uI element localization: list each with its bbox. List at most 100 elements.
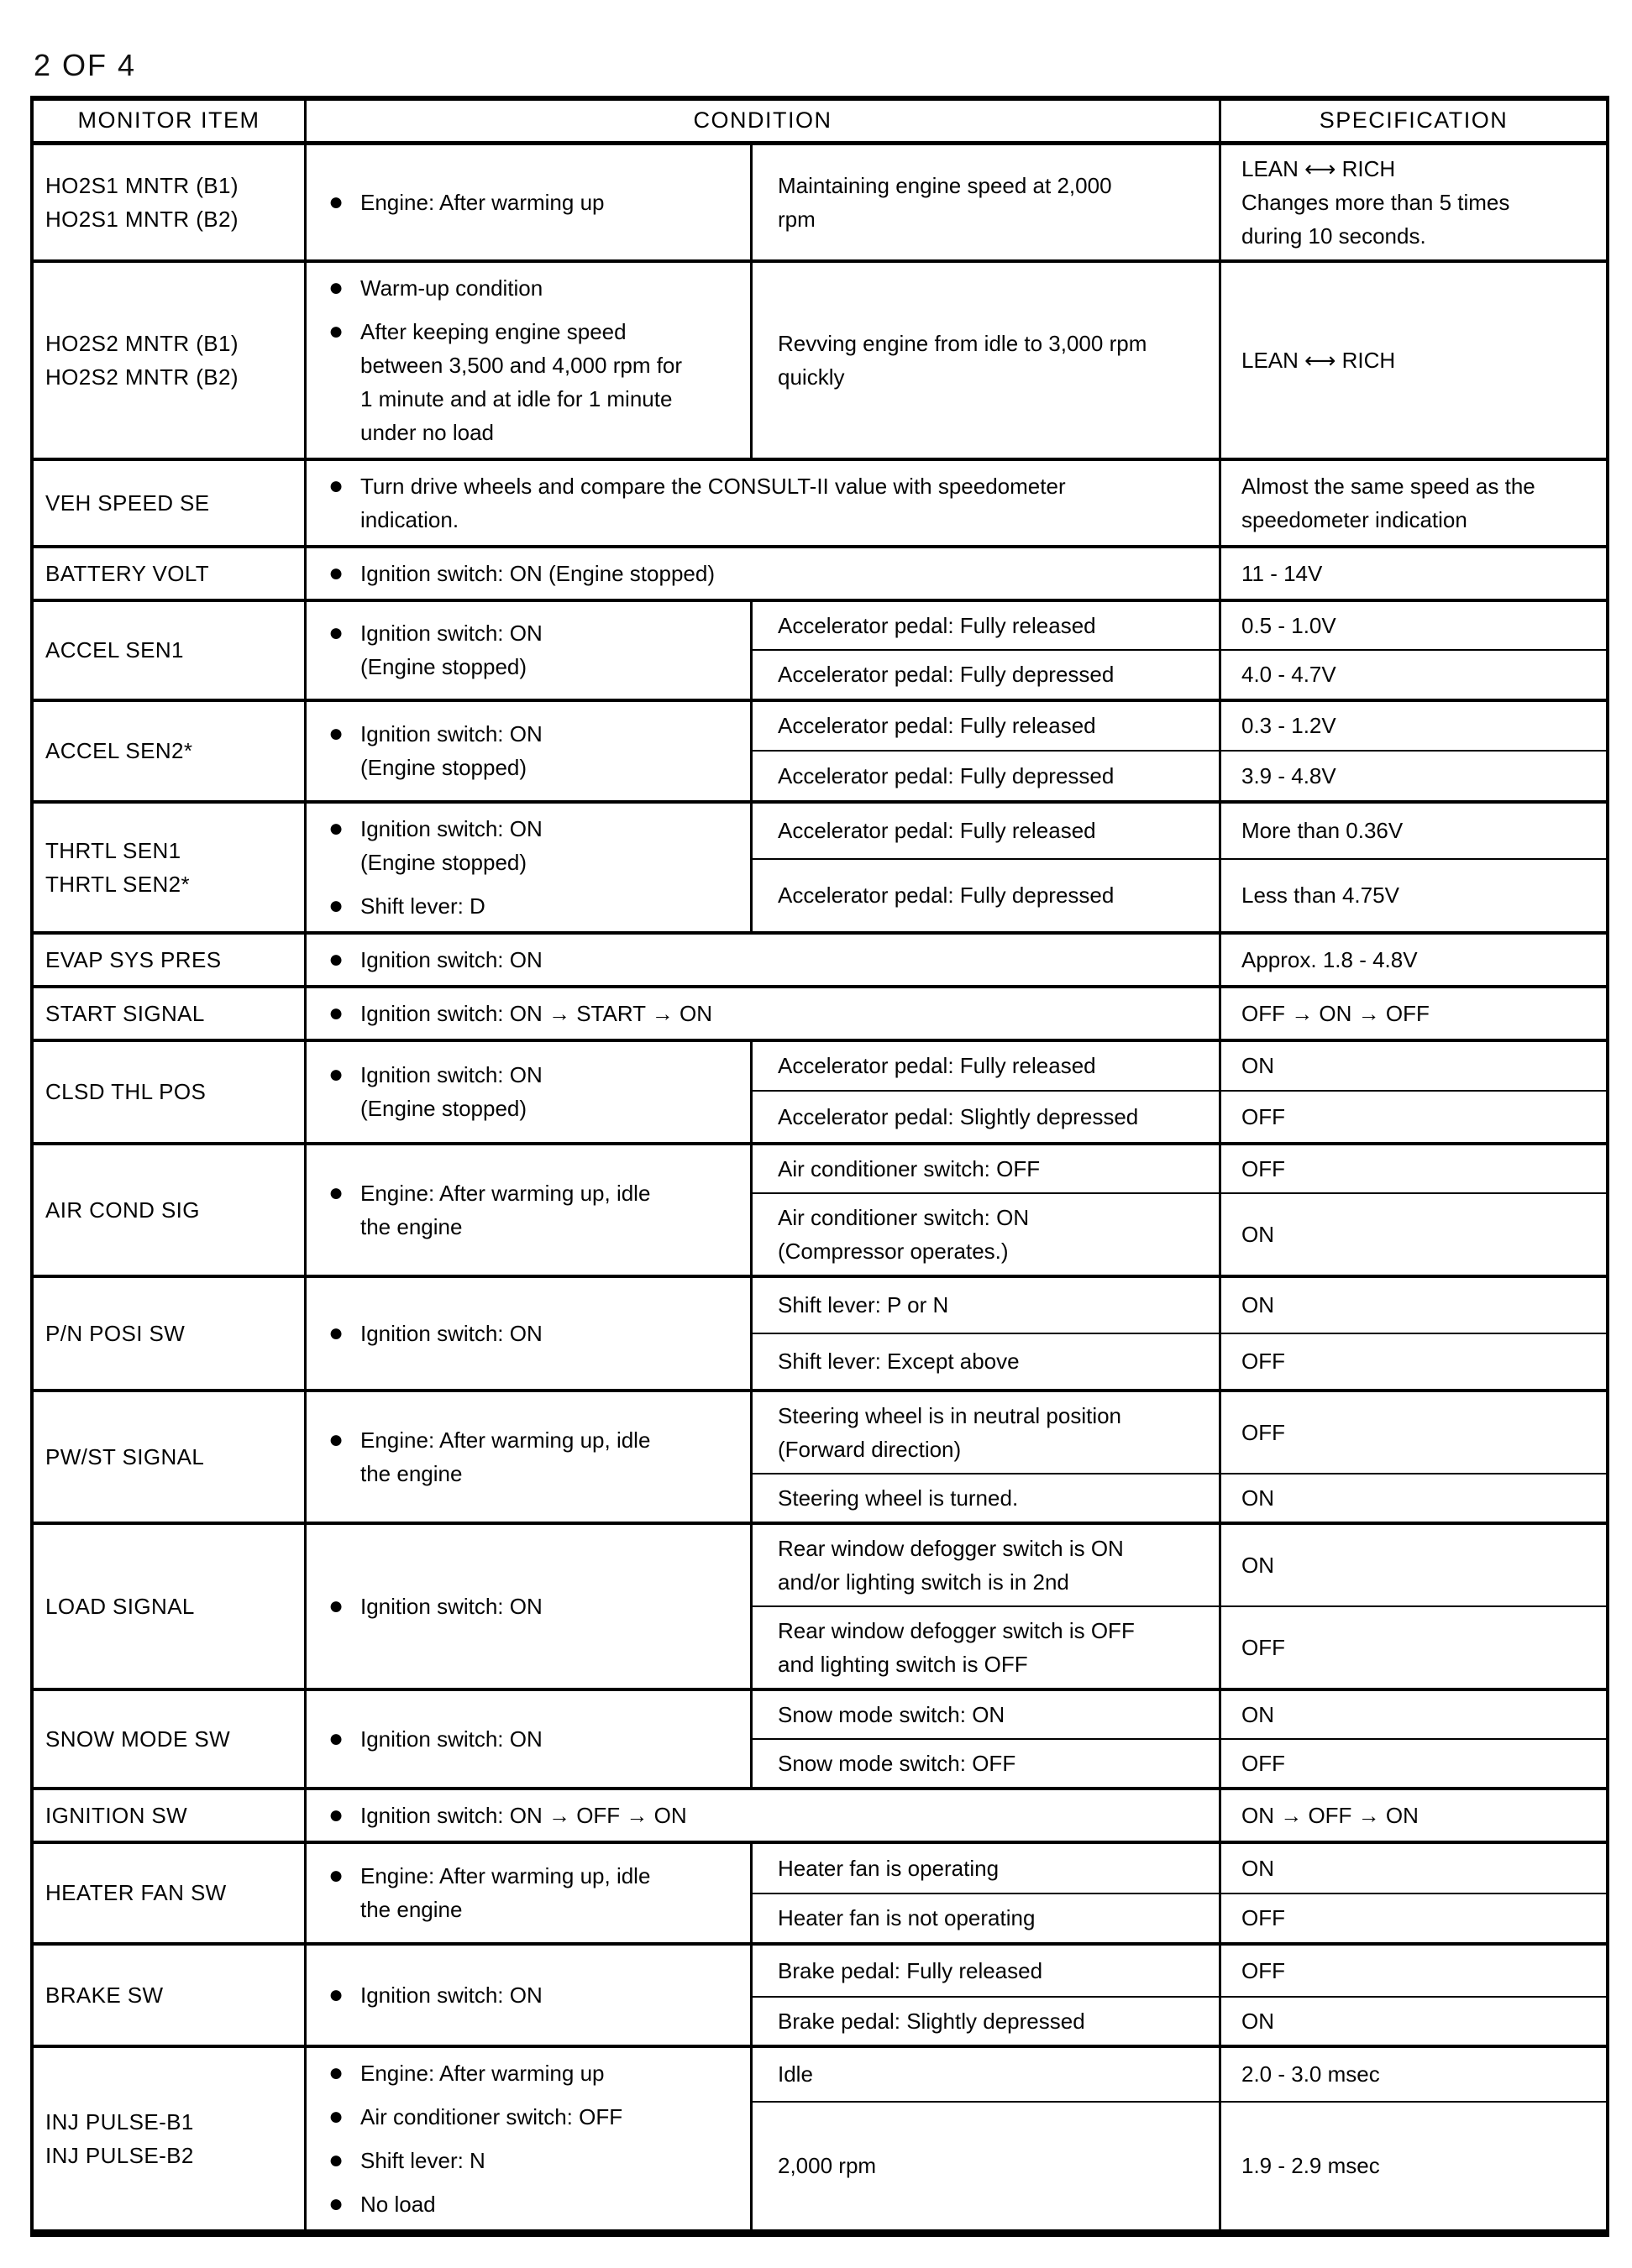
sub-condition-cell: Accelerator pedal: Fully depressed [750,751,1219,800]
bullet-icon: ● [328,1178,344,1207]
specification-cell: 4.0 - 4.7V [1219,650,1606,699]
condition-cell: ● Engine: After warming up, idle the engi… [304,1144,750,1275]
sub-condition-cell: Air conditioner switch: ON (Compressor o… [750,1193,1219,1275]
condition-sub-rows: Air conditioner switch: OFF OFF Air condit… [750,1144,1606,1275]
condition-bullet: ● Ignition switch: ON (Engine stopped) [328,557,1209,590]
condition-text: Ignition switch: ON (Engine stopped) [360,1062,543,1122]
condition-bullet: ● Ignition switch: ON [328,1722,740,1756]
specification-cell: 3.9 - 4.8V [1219,751,1606,800]
condition-text: Warm-up condition [360,275,543,301]
sub-condition-cell: Steering wheel is in neutral position (F… [750,1391,1219,1473]
condition-bullet: ● Engine: After warming up [328,2056,740,2090]
condition-cell: ● Ignition switch: ON [304,1524,750,1688]
condition-bullet: ● Turn drive wheels and compare the CONSU… [328,469,1209,537]
condition-cell: ● Ignition switch: ON (Engine stopped) ● Sh… [304,803,750,931]
condition-text: Turn drive wheels and compare the CONSUL… [360,473,1066,532]
condition-sub-rows: Heater fan is operating ON Heater fan is n… [750,1843,1606,1942]
monitor-item-cell: HO2S1 MNTR (B1) HO2S1 MNTR (B2) [45,172,239,232]
condition-bullet: ● Engine: After warming up [328,186,740,219]
condition-sub-row: Snow mode switch: ON ON [750,1690,1606,1738]
specification-cell: Almost the same speed as the speedometer… [1219,460,1606,545]
condition-sub-row: Rear window defogger switch is OFF and l… [750,1605,1606,1688]
condition-cell: ● Ignition switch: ON (Engine stopped) [304,547,1219,599]
specification-cell: 11 - 14V [1219,547,1606,599]
condition-text: Ignition switch: ON (Engine stopped) [360,721,543,781]
bullet-icon: ● [328,1591,344,1620]
specification-cell: ON [1219,1524,1606,1605]
condition-sub-rows: Accelerator pedal: Fully released 0.3 - 1… [750,701,1606,800]
table-row: P/N POSI SW ● Ignition switch: ON Shift lev… [34,1274,1606,1389]
condition-sub-row: Accelerator pedal: Fully depressed 3.9 - … [750,749,1606,800]
monitor-item-cell: LOAD SIGNAL [45,1593,195,1619]
condition-sub-rows: Brake pedal: Fully released OFF Brake peda… [750,1945,1606,2045]
condition-text: Shift lever: N [360,2147,485,2173]
condition-text: Engine: After warming up [360,189,605,215]
condition-bullet: ● Ignition switch: ON (Engine stopped) [328,812,740,879]
specification-cell: More than 0.36V [1219,803,1606,859]
specification-cell: OFF [1219,1391,1606,1473]
condition-bullet: ● Air conditioner switch: OFF [328,2100,740,2134]
condition-sub-rows: Accelerator pedal: Fully released 0.5 - 1… [750,601,1606,699]
condition-sub-rows: Accelerator pedal: Fully released ON Accel… [750,1041,1606,1142]
table-row: THRTL SEN1 THRTL SEN2* ● Ignition switch: … [34,799,1606,931]
condition-bullet: ● Engine: After warming up, idle the engi… [328,1859,740,1926]
table-row: BATTERY VOLT ● Ignition switch: ON (Engine… [34,544,1606,599]
monitor-table: MONITOR ITEM CONDITION SPECIFICATION HO2… [30,95,1609,2237]
condition-text: Ignition switch: ON [360,946,543,972]
condition-bullet: ● Ignition switch: ON [328,1590,740,1623]
condition-text: Ignition switch: ON [360,1726,543,1752]
condition-text: Ignition switch: ON [360,1320,543,1346]
specification-cell: ON [1219,1277,1606,1333]
bullet-icon: ● [328,1318,344,1347]
condition-sub-row: Heater fan is operating ON [750,1843,1606,1893]
condition-bullet: ● Ignition switch: ON [328,1978,740,2012]
bullet-icon: ● [328,471,344,500]
table-row: HO2S2 MNTR (B1) HO2S2 MNTR (B2) ● Warm-up … [34,259,1606,458]
specification-cell: Approx. 1.8 - 4.8V [1219,934,1606,985]
sub-condition-cell: Air conditioner switch: OFF [750,1144,1219,1192]
table-row: EVAP SYS PRES ● Ignition switch: ON Approx.… [34,930,1606,985]
specification-cell: Less than 4.75V [1219,860,1606,931]
page-number-label: 2 OF 4 [34,48,137,82]
monitor-item-cell: AIR COND SIG [45,1197,200,1223]
sub-condition-cell: Accelerator pedal: Slightly depressed [750,1091,1219,1142]
condition-cell: ● Ignition switch: ON [304,1690,750,1787]
condition-cell: ● Ignition switch: ON [304,1277,750,1389]
table-row: VEH SPEED SE ● Turn drive wheels and compa… [34,457,1606,545]
condition-cell: ● Ignition switch: ON (Engine stopped) [304,701,750,800]
bullet-icon: ● [328,945,344,973]
sub-condition-cell: Shift lever: Except above [750,1333,1219,1389]
specification-cell: ON [1219,1690,1606,1738]
table-row: CLSD THL POS ● Ignition switch: ON (Engine… [34,1038,1606,1142]
condition-text: No load [360,2191,436,2217]
condition-sub-row: Accelerator pedal: Fully depressed 4.0 - … [750,648,1606,699]
condition-bullet: ● Ignition switch: ON [328,1317,740,1350]
condition-text: Engine: After warming up, idle the engin… [360,1863,651,1923]
sub-condition-cell: Accelerator pedal: Fully released [750,701,1219,750]
monitor-item-cell: BRAKE SW [45,1982,164,2008]
specification-cell: ON → OFF → ON [1219,1789,1606,1841]
monitor-item-cell: HEATER FAN SW [45,1880,227,1906]
condition-sub-row: Steering wheel is in neutral position (F… [750,1391,1606,1473]
sub-condition-cell: Shift lever: P or N [750,1277,1219,1333]
condition-text: Ignition switch: ON [360,1593,543,1619]
condition-sub-row: Shift lever: P or N ON [750,1277,1606,1333]
sub-condition-cell: Snow mode switch: ON [750,1690,1219,1738]
bullet-icon: ● [328,1425,344,1454]
monitor-item-cell: IGNITION SW [45,1802,188,1828]
condition-sub-row: Brake pedal: Slightly depressed ON [750,1995,1606,2045]
sub-condition-cell: Heater fan is operating [750,1843,1219,1893]
sub-condition-cell: Accelerator pedal: Fully released [750,803,1219,859]
condition-text: Air conditioner switch: OFF [360,2103,623,2129]
condition-sub-row: Accelerator pedal: Fully released More th… [750,803,1606,859]
condition-sub-rows: Maintaining engine speed at 2,000 rpm LEA… [750,144,1606,259]
condition-sub-rows: Accelerator pedal: Fully released More th… [750,803,1606,931]
sub-condition-cell: Idle [750,2047,1219,2101]
condition-cell: ● Ignition switch: ON [304,1945,750,2045]
condition-text: Ignition switch: ON (Engine stopped) [360,560,715,586]
condition-sub-rows: Rear window defogger switch is ON and/or… [750,1524,1606,1688]
condition-sub-row: Idle 2.0 - 3.0 msec [750,2047,1606,2101]
condition-cell: ● Turn drive wheels and compare the CONSU… [304,460,1219,545]
condition-text: Engine: After warming up [360,2060,605,2086]
monitor-item-cell: BATTERY VOLT [45,560,210,586]
